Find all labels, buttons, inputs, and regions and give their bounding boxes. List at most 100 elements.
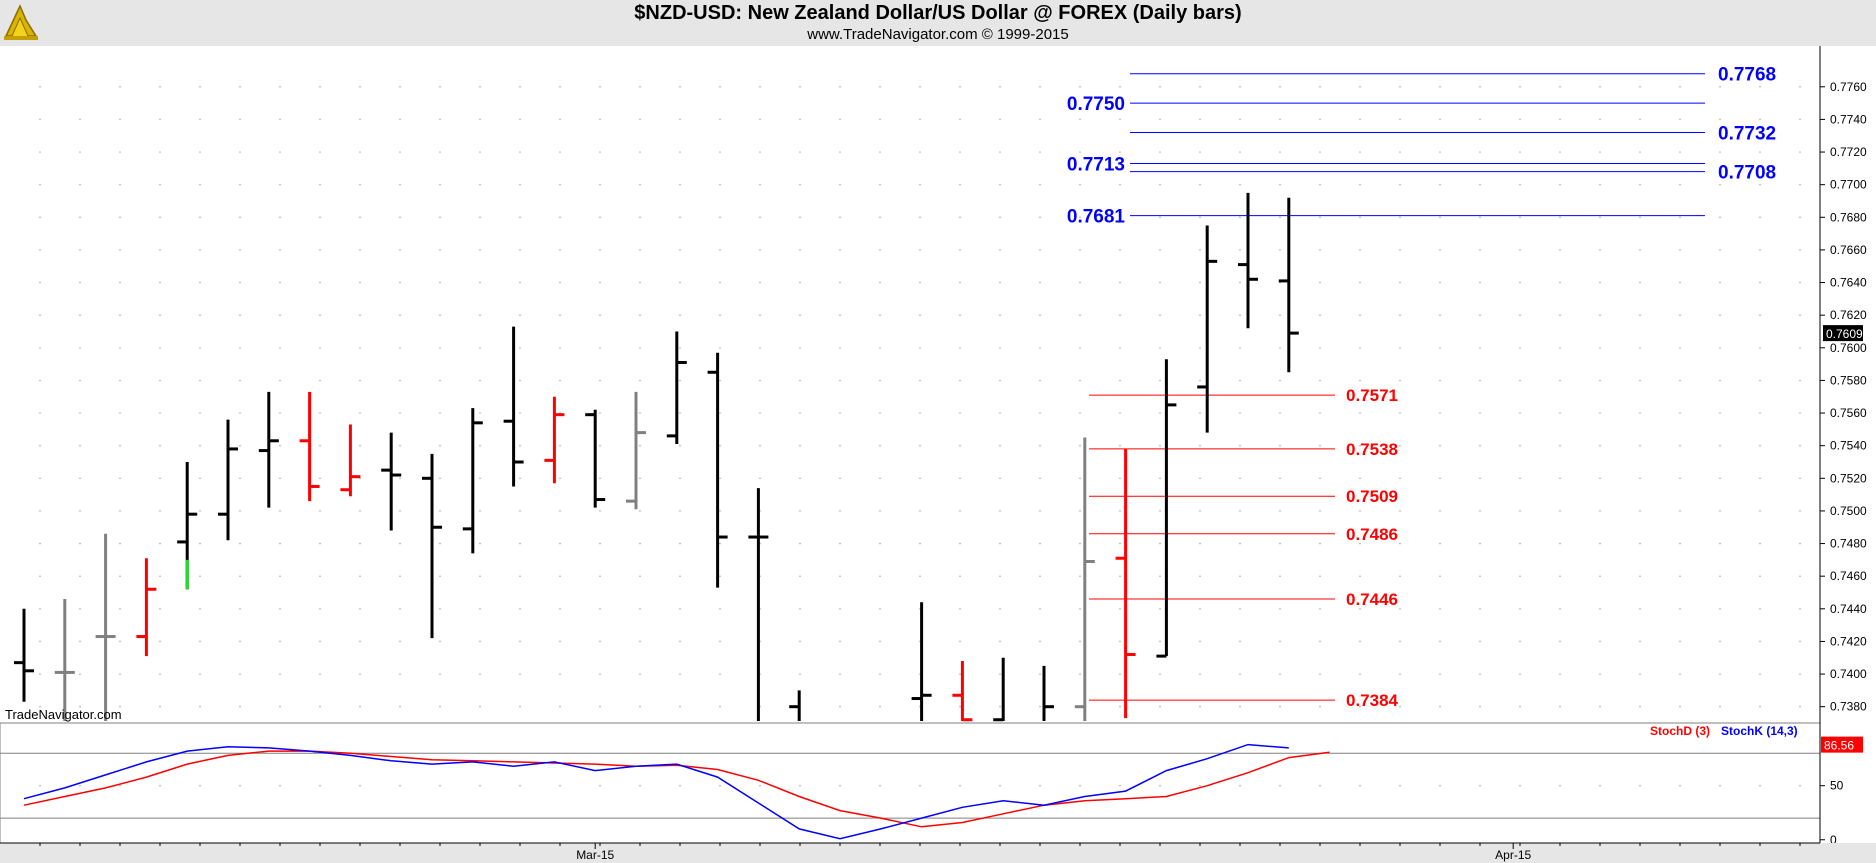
price-tick-label: 0.7580 <box>1830 373 1867 387</box>
grid-dot <box>399 640 401 643</box>
grid-dot <box>1759 784 1761 787</box>
grid-dot <box>759 249 761 251</box>
grid-dot <box>839 477 841 480</box>
grid-dot <box>879 314 881 317</box>
ohlc-bar <box>1074 437 1095 721</box>
grid-dot <box>959 151 961 153</box>
grid-dot <box>1239 542 1241 545</box>
grid-dot <box>1359 673 1361 675</box>
grid-dot <box>1519 216 1521 219</box>
price-tick-label: 0.7640 <box>1830 276 1867 290</box>
grid-dot <box>1479 673 1481 675</box>
grid-dot <box>1799 673 1801 675</box>
ohlc-bar <box>258 391 279 508</box>
grid-dot <box>39 608 41 610</box>
grid-dot <box>1119 640 1121 643</box>
grid-dot <box>1399 249 1401 251</box>
grid-dot <box>799 542 801 545</box>
grid-dot <box>399 444 401 447</box>
grid-dot <box>1159 314 1161 317</box>
grid-dot <box>599 347 601 349</box>
grid-dot <box>1479 151 1481 153</box>
grid-dot <box>999 86 1001 88</box>
grid-dot <box>839 673 841 675</box>
grid-dot <box>1479 412 1481 414</box>
grid-dot <box>519 379 521 382</box>
grid-dot <box>839 412 841 414</box>
grid-dot <box>1639 216 1641 219</box>
grid-dot <box>1519 608 1521 610</box>
grid-dot <box>319 412 321 414</box>
grid-dot <box>319 347 321 349</box>
grid-dot <box>679 575 681 577</box>
grid-dot <box>1799 379 1801 382</box>
grid-dot <box>1199 510 1201 512</box>
grid-dot <box>719 640 721 643</box>
grid-dot <box>439 575 441 577</box>
grid-dot <box>1759 249 1761 251</box>
grid-dot <box>1479 314 1481 317</box>
grid-dot <box>719 542 721 545</box>
time-axis-background <box>0 843 1876 863</box>
grid-dot <box>559 183 561 186</box>
grid-dot <box>319 608 321 610</box>
ohlc-bar <box>748 488 769 721</box>
grid-dot <box>1039 412 1041 414</box>
grid-dot <box>1199 444 1201 447</box>
grid-dot <box>1079 673 1081 675</box>
grid-dot <box>1759 151 1761 153</box>
grid-dot <box>1399 281 1401 284</box>
grid-dot <box>1519 281 1521 284</box>
grid-dot <box>319 183 321 186</box>
grid-dot <box>759 412 761 414</box>
grid-dot <box>839 444 841 447</box>
grid-dot <box>1039 575 1041 577</box>
grid-dot <box>319 673 321 675</box>
grid-dot <box>1799 118 1801 121</box>
grid-dot <box>1319 379 1321 382</box>
grid-dot <box>1719 477 1721 480</box>
grid-dot <box>1119 151 1121 153</box>
grid-dot <box>119 249 121 251</box>
grid-dot <box>199 542 201 545</box>
grid-dot <box>119 151 121 153</box>
ohlc-bar <box>54 599 75 721</box>
grid-dot <box>319 542 321 545</box>
blue-level-label: 0.7750 <box>1067 94 1125 115</box>
grid-dot <box>1719 249 1721 251</box>
grid-dot <box>1279 705 1281 708</box>
grid-dot <box>1159 118 1161 121</box>
ohlc-bar <box>707 352 728 588</box>
grid-dot <box>999 183 1001 186</box>
grid-dot <box>1599 510 1601 512</box>
grid-dot <box>639 608 641 610</box>
grid-dot <box>679 705 681 708</box>
grid-dot <box>359 216 361 219</box>
grid-dot <box>439 216 441 219</box>
grid-dot <box>1399 444 1401 447</box>
grid-dot <box>1719 510 1721 512</box>
grid-dot <box>1399 314 1401 317</box>
grid-dot <box>1639 608 1641 610</box>
stoch-tick-label: 50 <box>1830 779 1844 793</box>
grid-dot <box>79 575 81 577</box>
grid-dot <box>639 183 641 186</box>
grid-dot <box>279 379 281 382</box>
grid-dot <box>1039 86 1041 88</box>
grid-dot <box>1159 608 1161 610</box>
grid-dot <box>1159 510 1161 512</box>
grid-dot <box>999 151 1001 153</box>
grid-dot <box>1399 510 1401 512</box>
grid-dot <box>559 477 561 480</box>
ohlc-bar <box>503 326 524 487</box>
grid-dot <box>1439 347 1441 349</box>
grid-dot <box>399 477 401 480</box>
grid-dot <box>1639 118 1641 121</box>
grid-dot <box>79 673 81 675</box>
ohlc-bar <box>666 331 687 445</box>
grid-dot <box>1679 510 1681 512</box>
grid-dot <box>1359 575 1361 577</box>
grid-dot <box>599 118 601 121</box>
grid-dot <box>1519 444 1521 447</box>
grid-dot <box>439 542 441 545</box>
